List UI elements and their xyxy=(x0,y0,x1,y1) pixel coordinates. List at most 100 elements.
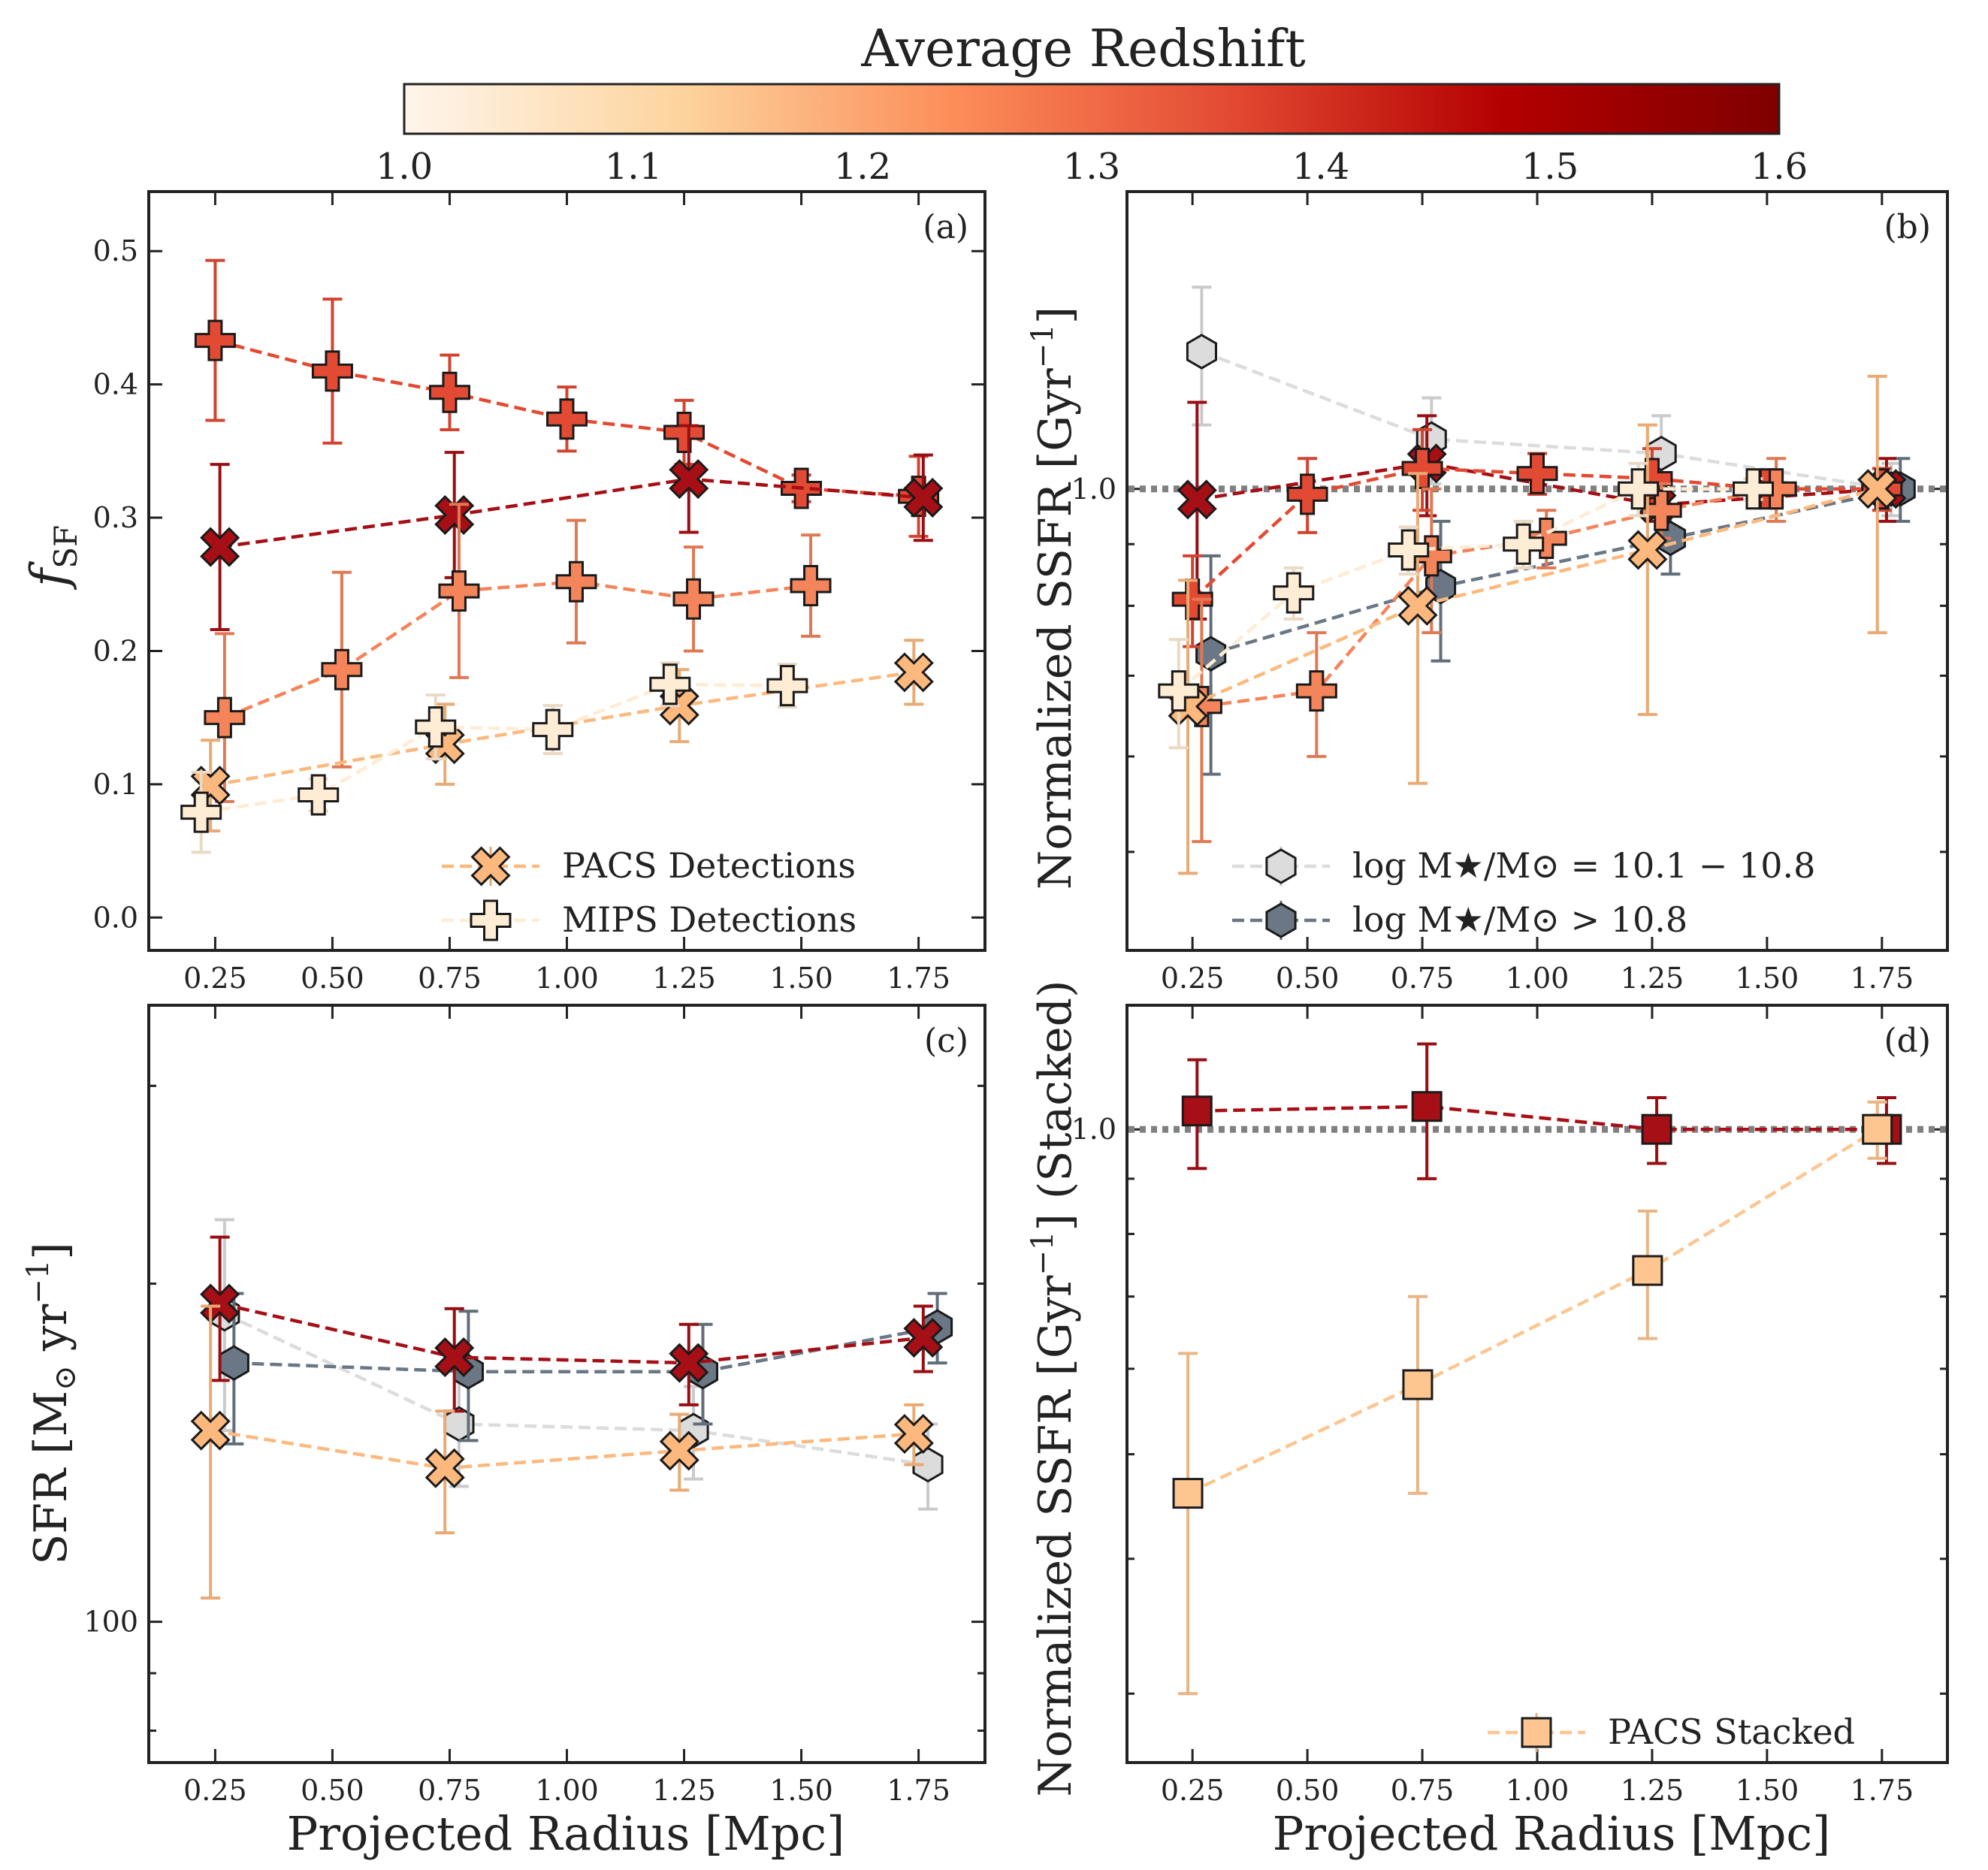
plus-marker xyxy=(1733,468,1775,510)
colorbar-tick-label: 1.4 xyxy=(1292,146,1349,188)
plus-marker xyxy=(1158,670,1200,712)
hexagon-marker xyxy=(1186,334,1217,370)
square-marker xyxy=(1181,1095,1213,1127)
x-tick-label: 0.50 xyxy=(1276,962,1340,995)
x-tick-label: 1.50 xyxy=(1736,1774,1799,1807)
panel-b: 0.25 0.50 0.75 1.00 1.25 1.50 1.75 1.0 (b) log M★… xyxy=(1071,190,1949,995)
square-marker xyxy=(1411,1091,1443,1122)
x-tick-label: 0.50 xyxy=(301,962,364,995)
axes-frame xyxy=(147,190,986,952)
x-tick-label: 0.25 xyxy=(183,962,247,995)
x-tick-label: 1.00 xyxy=(535,1774,599,1807)
plus-marker xyxy=(1516,452,1558,494)
colorbar-tick-label: 1.6 xyxy=(1751,146,1808,188)
y-axis-label-a: fSF xyxy=(20,525,84,591)
panel-c: 0.25 0.50 0.75 1.00 1.25 1.50 1.75 100 (c) xyxy=(83,1004,986,1807)
x-tick-label: 1.75 xyxy=(887,962,950,995)
plus-marker xyxy=(470,899,512,941)
colorbar-tick-label: 1.2 xyxy=(834,146,891,188)
plus-marker xyxy=(180,791,222,833)
plus-marker xyxy=(311,350,353,392)
x-marker xyxy=(434,1337,475,1378)
hexagon-marker xyxy=(218,1345,249,1381)
x-tick-label: 1.25 xyxy=(652,962,716,995)
plus-marker xyxy=(438,570,480,612)
x-tick-label: 1.50 xyxy=(769,962,833,995)
x-marker xyxy=(893,652,934,693)
legend-label: log M★/M⊙ > 10.8 xyxy=(1352,899,1687,940)
x-marker xyxy=(903,1318,944,1358)
panel-label: (d) xyxy=(1884,1022,1932,1060)
colorbar-gradient xyxy=(403,83,1781,135)
y-tick-label: 0.2 xyxy=(93,634,138,667)
x-tick-label: 0.50 xyxy=(301,1774,364,1807)
y-tick-label: 1.0 xyxy=(1071,1113,1116,1146)
series-line xyxy=(1187,487,1878,708)
legend-label: PACS Detections xyxy=(562,845,856,886)
series-line xyxy=(210,670,914,787)
series-line xyxy=(234,1325,938,1373)
series-line xyxy=(1201,349,1892,491)
plus-marker xyxy=(1295,670,1337,712)
x-tick-label: 0.50 xyxy=(1276,1774,1340,1807)
y-tick-label: 0.4 xyxy=(93,368,138,401)
axes-frame xyxy=(147,1004,986,1764)
plus-marker xyxy=(1388,529,1430,571)
plus-marker xyxy=(546,398,588,440)
x-tick-label: 0.25 xyxy=(183,1774,247,1807)
plus-marker xyxy=(672,578,715,620)
series-line xyxy=(1177,487,1754,693)
plus-marker xyxy=(204,696,246,739)
plus-marker xyxy=(428,371,470,413)
colorbar-tick-label: 1.5 xyxy=(1521,146,1579,188)
x-marker xyxy=(669,459,709,500)
legend-label: PACS Stacked xyxy=(1608,1711,1855,1752)
panel-label: (c) xyxy=(924,1022,968,1060)
x-marker xyxy=(1857,469,1898,509)
x-marker xyxy=(669,1343,709,1383)
x-tick-label: 1.25 xyxy=(1621,1774,1684,1807)
square-marker xyxy=(1632,1255,1663,1286)
colorbar-tick-label: 1.0 xyxy=(376,146,433,188)
plus-marker xyxy=(555,560,597,603)
x-tick-label: 1.25 xyxy=(1621,962,1684,995)
x-marker xyxy=(1397,585,1438,626)
series-line xyxy=(1210,487,1901,656)
hexagon-marker xyxy=(1265,848,1297,884)
plus-marker xyxy=(194,319,236,361)
legend-label: MIPS Detections xyxy=(562,899,857,940)
x-tick-label: 1.75 xyxy=(1851,962,1914,995)
y-tick-label: 100 xyxy=(83,1606,138,1639)
x-axis-label-right: Projected Radius [Mpc] xyxy=(1273,1806,1831,1861)
x-marker xyxy=(1627,530,1668,570)
plus-marker xyxy=(649,663,691,705)
plus-marker xyxy=(1618,468,1660,510)
series-line xyxy=(1197,1104,1887,1131)
y-tick-label: 1.0 xyxy=(1071,473,1116,506)
y-tick-label: 0.3 xyxy=(93,501,138,534)
square-marker xyxy=(1172,1478,1204,1509)
x-tick-label: 1.00 xyxy=(1506,1774,1570,1807)
x-tick-label: 1.75 xyxy=(1851,1774,1914,1807)
panel-label: (a) xyxy=(923,208,968,246)
x-tick-label: 1.50 xyxy=(1736,962,1799,995)
square-marker xyxy=(1402,1369,1434,1400)
legend-label: log M★/M⊙ = 10.1 − 10.8 xyxy=(1352,845,1815,886)
x-marker xyxy=(893,1413,934,1455)
plus-marker xyxy=(415,706,457,748)
x-marker xyxy=(903,477,944,518)
x-marker xyxy=(190,1410,231,1451)
x-tick-label: 0.25 xyxy=(1161,962,1225,995)
x-marker xyxy=(424,1448,465,1488)
axes-frame xyxy=(1125,190,1949,952)
colorbar-tick-label: 1.1 xyxy=(605,146,662,188)
x-marker xyxy=(200,527,240,567)
plus-marker xyxy=(298,774,340,816)
panel-label: (b) xyxy=(1884,208,1932,246)
x-tick-label: 1.50 xyxy=(769,1774,833,1807)
square-marker xyxy=(1641,1113,1672,1145)
x-marker xyxy=(470,846,511,887)
square-marker xyxy=(1862,1113,1893,1145)
series-line xyxy=(1187,1128,1878,1495)
